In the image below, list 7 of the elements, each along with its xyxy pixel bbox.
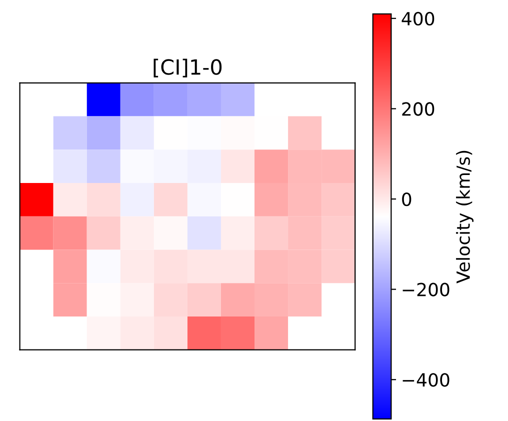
color-bar-label: 400	[402, 12, 434, 26]
color-bar-label: 200	[402, 102, 434, 116]
color-bar-label: −400	[402, 373, 450, 387]
color-bar-title: Velocity (km/s)	[456, 150, 474, 284]
chart-title: [CI]1-0	[154, 58, 222, 78]
color-bar-label: −200	[402, 282, 450, 296]
color-bar-label: 0	[402, 192, 412, 206]
